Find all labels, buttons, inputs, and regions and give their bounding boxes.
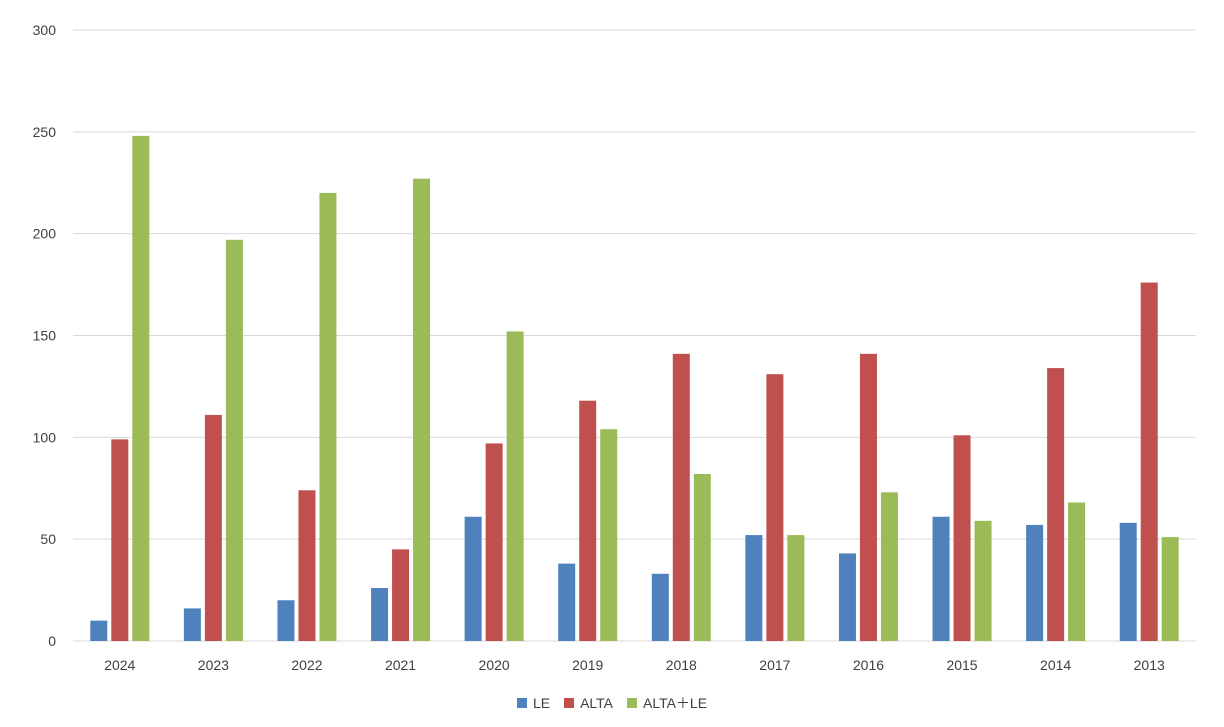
y-tick-label: 300 [33, 22, 57, 38]
bar-alta-le-2020 [506, 331, 524, 641]
bar-alta-le-2013 [1161, 537, 1179, 641]
bar-alta-le-2024 [132, 135, 150, 641]
bar-alta-le-2015 [974, 520, 992, 641]
legend-item-alta: ALTA [564, 693, 613, 713]
bar-alta-le-2023 [225, 239, 243, 641]
bar-le-2017 [745, 535, 763, 641]
x-tick-label: 2013 [1134, 657, 1165, 673]
bar-le-2024 [90, 620, 108, 641]
bar-le-2015 [932, 516, 950, 641]
bar-le-2022 [277, 600, 295, 641]
x-tick-label: 2017 [759, 657, 790, 673]
bar-le-2020 [464, 516, 482, 641]
bar-alta-2020 [485, 443, 503, 641]
bar-le-2018 [651, 573, 669, 641]
bar-le-2023 [183, 608, 201, 641]
bar-alta-2017 [766, 374, 784, 641]
bar-alta-2021 [392, 549, 410, 641]
legend-swatch-le [516, 698, 527, 708]
bar-le-2021 [371, 588, 389, 641]
y-tick-label: 0 [48, 633, 56, 649]
x-tick-label: 2023 [198, 657, 229, 673]
x-tick-label: 2019 [572, 657, 603, 673]
x-tick-label: 2022 [291, 657, 322, 673]
bar-alta-2023 [204, 414, 222, 641]
x-tick-label: 2024 [104, 657, 135, 673]
legend-label-alta-le: ALTA＋LE [643, 695, 708, 711]
bar-alta-le-2018 [693, 473, 711, 641]
bar-le-2013 [1119, 522, 1137, 641]
bar-alta-2019 [579, 400, 597, 641]
bar-alta-le-2021 [413, 178, 431, 641]
bar-alta-2013 [1140, 282, 1158, 641]
legend: LE ALTA ALTA＋LE [0, 693, 1224, 713]
x-tick-label: 2020 [479, 657, 510, 673]
bar-alta-le-2022 [319, 192, 337, 641]
legend-item-le: LE [516, 693, 551, 713]
bar-alta-le-2014 [1068, 502, 1086, 641]
bar-alta-2024 [111, 439, 129, 641]
bar-chart: 0 50 100 150 200 250 300 2024 2023 2022 2021 2020 20… [33, 22, 1196, 673]
bar-le-2014 [1026, 524, 1044, 641]
x-tick-label: 2021 [385, 657, 416, 673]
legend-swatch-alta [564, 698, 575, 708]
bar-alta-2016 [859, 353, 877, 641]
bar-alta-le-2017 [787, 535, 805, 641]
y-tick-label: 200 [33, 226, 57, 242]
y-tick-label: 150 [33, 328, 57, 344]
bar-alta-le-2019 [600, 429, 618, 641]
bar-alta-le-2016 [880, 492, 898, 641]
x-tick-label: 2016 [853, 657, 884, 673]
bar-alta-2018 [672, 353, 690, 641]
bar-alta-2014 [1047, 368, 1065, 641]
bar-le-2016 [838, 553, 856, 641]
bar-alta-2022 [298, 490, 316, 641]
y-tick-label: 100 [33, 429, 57, 445]
bar-le-2019 [558, 563, 576, 641]
legend-label-alta: ALTA [580, 695, 613, 711]
legend-label-le: LE [532, 695, 551, 711]
x-tick-label: 2015 [946, 657, 977, 673]
y-tick-label: 250 [33, 124, 57, 140]
y-tick-label: 50 [40, 531, 56, 547]
x-tick-label: 2018 [666, 657, 697, 673]
legend-item-alta-le: ALTA＋LE [627, 693, 707, 713]
bar-alta-2015 [953, 435, 971, 641]
x-tick-label: 2014 [1040, 657, 1071, 673]
legend-swatch-alta-le [627, 698, 637, 708]
